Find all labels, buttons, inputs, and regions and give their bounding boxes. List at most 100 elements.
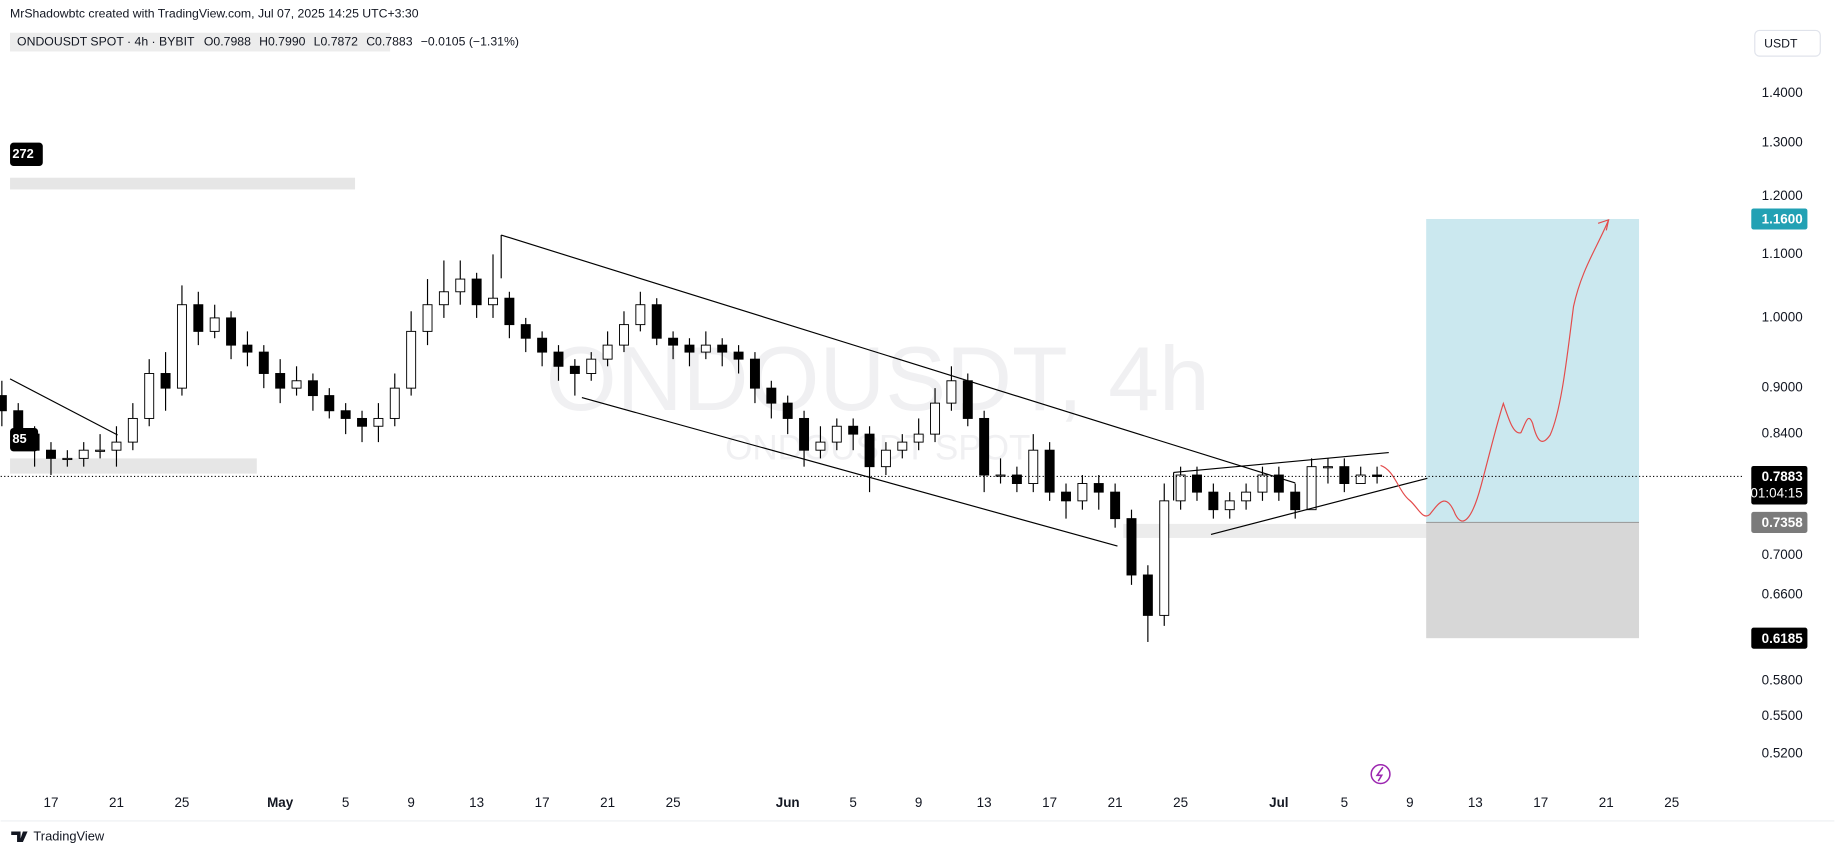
- x-tick-label: 5: [849, 795, 856, 810]
- axes: 1.4000 1.3000 1.2000 1.1000 1.0000 0.9000 0.84…: [0, 85, 1808, 810]
- candle-body: [635, 304, 646, 326]
- candle-body: [602, 344, 613, 360]
- candle-body: [406, 330, 417, 389]
- candle-body: [1241, 491, 1252, 502]
- x-tick-label: 25: [1664, 795, 1679, 810]
- candle-body: [1339, 466, 1350, 484]
- currency-box[interactable]: [1754, 29, 1821, 57]
- candle-body: [1290, 491, 1301, 511]
- candle-body: [1257, 474, 1268, 493]
- candle-body: [1208, 491, 1219, 511]
- candle-body: [651, 304, 662, 339]
- y-tick-label: 0.6600: [1762, 586, 1803, 601]
- legend-bg: [10, 32, 391, 52]
- candle-body: [913, 433, 924, 443]
- x-tick-label: 17: [1533, 795, 1548, 810]
- candle-body: [749, 358, 760, 389]
- candle-body: [144, 373, 155, 419]
- footer-logo: [11, 831, 28, 842]
- candle-body: [717, 344, 728, 353]
- candle-body: [1028, 449, 1039, 484]
- candle-body: [455, 278, 466, 293]
- stop-zone: [1426, 522, 1640, 639]
- candle-body: [111, 441, 122, 451]
- cut-label: 272: [12, 146, 33, 161]
- x-tick-label: May: [267, 795, 294, 810]
- candle-body: [619, 324, 629, 346]
- candle-body: [586, 358, 597, 374]
- candle-body: [1372, 474, 1383, 477]
- drawings: [9, 234, 1428, 547]
- candle-body: [340, 410, 351, 419]
- y-tick-label: 1.3000: [1762, 135, 1803, 150]
- y-tick-label: 0.5800: [1762, 673, 1803, 688]
- candle-body: [962, 380, 973, 419]
- candle-body: [1110, 491, 1121, 520]
- y-tick-label: 0.7000: [1762, 547, 1803, 562]
- candle-body: [438, 291, 449, 306]
- candle-body: [1077, 483, 1088, 502]
- candle-body: [1322, 466, 1333, 469]
- candle-body: [127, 417, 138, 443]
- candle-body: [160, 373, 171, 389]
- candle-body: [422, 304, 433, 332]
- candle-body: [537, 337, 548, 353]
- price-label: 0.7358: [1762, 515, 1804, 530]
- price-label: 0.6185: [1762, 631, 1804, 646]
- candle-body: [488, 297, 498, 306]
- price-label: 0.7883: [1762, 469, 1803, 484]
- candle-body: [1224, 500, 1235, 511]
- price-label: 1.1600: [1762, 212, 1803, 227]
- symbol-title: ONDOUSDT SPOT · 4h · BYBIT: [17, 34, 195, 48]
- candle-body: [1273, 474, 1284, 493]
- y-tick-label: 0.9000: [1762, 380, 1803, 395]
- candle-body: [1159, 500, 1170, 616]
- currency[interactable]: USDT: [1764, 37, 1798, 51]
- candle-body: [226, 317, 237, 346]
- countdown: 01:04:15: [1750, 486, 1802, 501]
- y-tick-label: 0.5500: [1762, 708, 1803, 723]
- candle-body: [209, 317, 220, 332]
- candle-body: [553, 351, 564, 367]
- candle-body: [307, 380, 318, 397]
- trendline: [1173, 451, 1389, 474]
- price-label-box: [1751, 465, 1808, 505]
- x-tick-label: 9: [915, 795, 922, 810]
- y-tick-label: 1.4000: [1762, 85, 1803, 100]
- x-tick-label: 5: [342, 795, 349, 810]
- candle-body: [95, 449, 106, 452]
- target-zone: [1426, 218, 1640, 523]
- x-tick-label: 13: [1468, 795, 1483, 810]
- event-icon[interactable]: [1370, 764, 1391, 785]
- x-tick-label: 21: [600, 795, 615, 810]
- candle-body: [291, 380, 302, 389]
- candle-body: [668, 337, 679, 346]
- projection-path: [1380, 219, 1610, 522]
- legend-value: −0.0105 (−1.31%): [421, 34, 519, 48]
- legend-values: O0.7988 H0.7990 L0.7872 C0.7883 −0.0105 (−1.…: [204, 34, 519, 48]
- candle-body: [373, 417, 384, 427]
- x-tick-label: 21: [1108, 795, 1123, 810]
- candle-body: [864, 433, 875, 468]
- candle-body: [799, 417, 810, 451]
- cut-label: 85: [12, 431, 26, 446]
- legend-value: H0.7990: [259, 34, 306, 48]
- x-tick-label: Jun: [776, 795, 800, 810]
- candle-body: [389, 387, 400, 419]
- candle-body: [1044, 449, 1055, 493]
- candle-body: [471, 278, 482, 306]
- position-tool[interactable]: [1426, 218, 1640, 639]
- cut-label-box: [10, 428, 39, 452]
- candle-body: [979, 417, 990, 476]
- x-tick-label: 9: [407, 795, 414, 810]
- candles: [0, 254, 1383, 642]
- candle-body: [1061, 491, 1071, 502]
- candle-body: [1175, 474, 1186, 502]
- x-tick-label: 13: [469, 795, 484, 810]
- candle-body: [258, 351, 269, 374]
- y-tick-label: 1.2000: [1762, 188, 1803, 203]
- candle-body: [46, 449, 56, 459]
- candle-body: [324, 395, 335, 412]
